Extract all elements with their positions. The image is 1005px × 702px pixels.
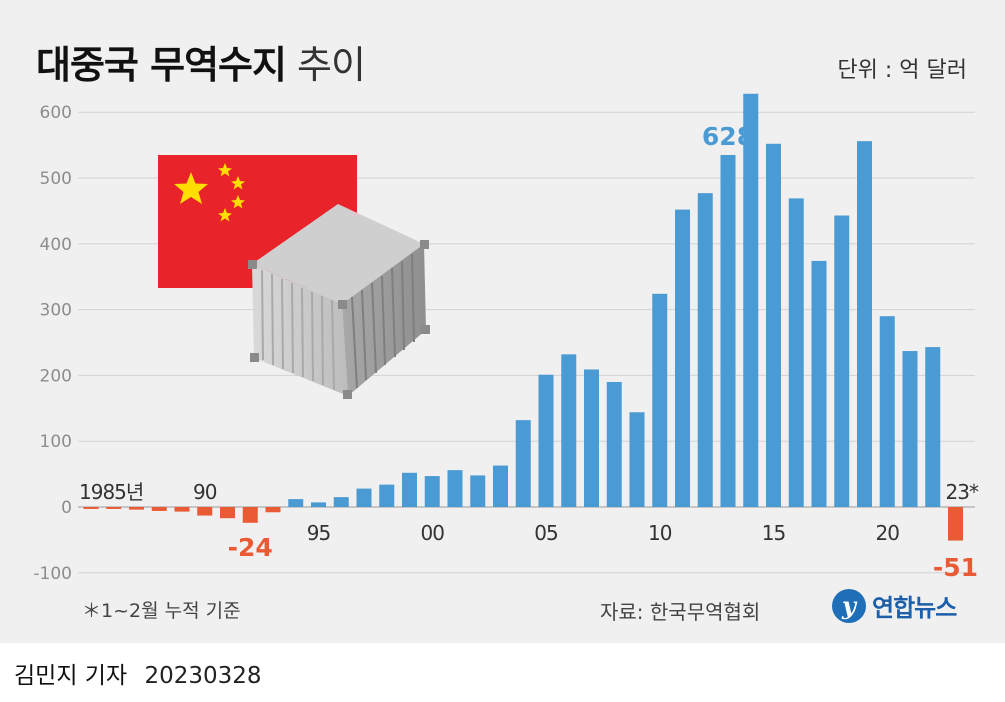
y-tick-label: 600 [40,103,72,123]
y-tick-label: -100 [33,564,72,584]
x-tick-label: 05 [534,521,557,545]
bar [447,470,463,507]
data-label: -24 [228,533,273,562]
y-tick-label: 200 [40,366,72,386]
reporter-name: 김민지 기자 [14,663,128,689]
bar [788,198,804,507]
bar [424,476,440,507]
y-tick-label: 400 [40,235,72,255]
bar [311,502,326,507]
bar [584,369,599,507]
bar [356,488,372,507]
x-tick-label: 10 [648,521,672,545]
bar-chart: 600 500 400 300 200 100 0 -100 1985년 90 95 00 05 10 15… [33,93,980,584]
logo-text: 연합뉴스 [872,594,957,622]
bar [470,475,486,507]
bar [288,499,304,507]
china-flag-stars-icon [174,163,245,222]
y-tick-label: 0 [61,498,72,518]
bar [402,472,417,507]
bar [697,193,713,507]
bar [129,507,144,510]
chart-title: 대중국 무역수지 추이 [36,34,366,89]
bar [538,374,554,507]
data-label: -51 [933,553,978,582]
bar [265,507,281,513]
bar [925,347,941,507]
bar [493,465,508,507]
yonhap-logo: y 연합뉴스 [832,588,957,623]
x-tick-label: 23* [946,480,979,504]
bar [106,507,122,509]
bar [720,154,736,507]
data-label: 628 [702,122,754,151]
bar [379,484,395,507]
bar [83,507,99,509]
bar [834,215,850,508]
footnote: ＊1~2월 누적 기준 [82,600,241,622]
bar [629,412,645,507]
publish-date: 20230328 [144,663,262,689]
bar [606,381,622,507]
x-tick-label: 20 [876,521,900,545]
chart-panel: 600 500 400 300 200 100 0 -100 1985년 90 95 00 05 10 15… [0,0,1005,643]
source-label: 자료: 한국무역협회 [600,600,761,624]
y-tick-label: 500 [40,169,72,189]
bar [242,507,258,523]
bar [333,497,349,507]
bar [174,507,190,512]
bar [948,507,963,541]
bar [743,93,759,507]
title-suffix: 추이 [297,43,366,87]
x-tick-label: 95 [307,521,330,545]
bar [151,507,167,511]
bar [879,316,895,507]
x-tick-label: 90 [193,480,217,504]
bar [561,354,577,507]
shipping-container-icon [246,200,436,404]
yonhap-logo-icon: y [832,588,866,623]
bar [902,351,918,507]
bar [766,143,781,507]
unit-label: 단위 : 억 달러 [837,58,967,83]
bar [220,507,235,519]
x-tick-label: 00 [421,521,445,545]
bar [675,209,690,508]
bar [652,293,668,507]
x-tick-label: 15 [762,521,785,545]
bar [857,141,872,508]
bar [811,260,827,507]
bar [515,420,531,507]
x-tick-label: 1985년 [79,480,143,504]
y-tick-label: 300 [40,301,72,321]
y-tick-label: 100 [40,432,72,452]
byline: 김민지 기자 20230328 [14,656,262,690]
bar [197,507,213,516]
title-main: 대중국 무역수지 [36,43,287,87]
